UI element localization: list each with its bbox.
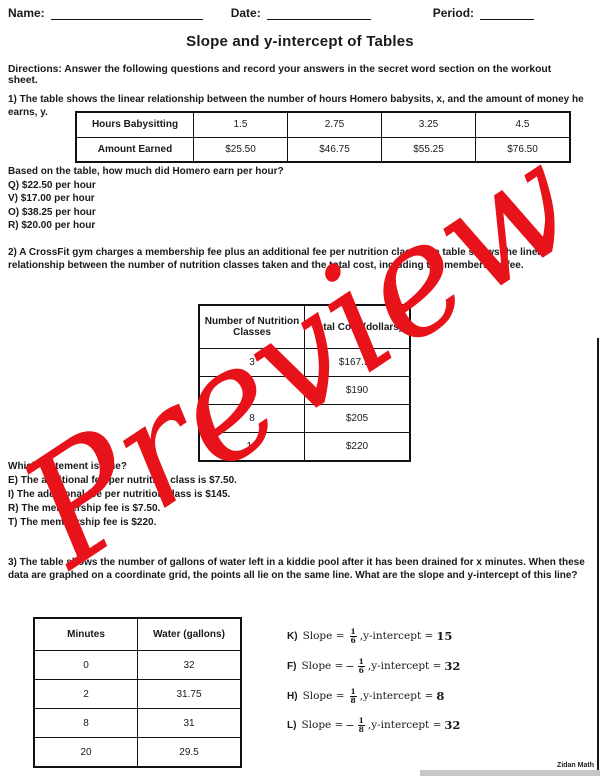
table-cell: 8 <box>33 708 138 738</box>
question-1-stem: Based on the table, how much did Homero … <box>8 166 284 177</box>
choice-letter: F) <box>287 660 297 672</box>
table-row: Amount Earned $25.50 $46.75 $55.25 $76.5… <box>75 136 571 163</box>
table-cell <box>198 376 305 405</box>
intercept-label: y-intercept = <box>363 630 434 643</box>
intercept-label: y-intercept = <box>363 690 434 703</box>
table-row: 20 29.5 <box>33 737 242 768</box>
table-row: 2 31.75 <box>33 679 242 709</box>
table-row: 0 32 <box>33 650 242 680</box>
intercept-value: 32 <box>444 659 461 674</box>
q3-choice-F[interactable]: F) Slope = −1 6, y-intercept = 32 <box>287 657 461 675</box>
slope-sign: − <box>345 659 355 673</box>
slope-label: Slope = <box>302 690 345 703</box>
q1-table: Hours Babysitting 1.5 2.75 3.25 4.5 Amou… <box>75 111 571 163</box>
choice-letter: L) <box>287 719 297 731</box>
q2-col-header: Number of Nutrition Classes <box>198 304 305 349</box>
table-row: 10 $220 <box>198 432 411 462</box>
q2-choice-I[interactable]: I) The additional fee per nutrition clas… <box>8 489 231 500</box>
table-row: 3 $167.50 <box>198 348 411 377</box>
period-blank-line[interactable] <box>480 6 535 20</box>
q3-table: Minutes Water (gallons) 0 32 2 31.75 8 3… <box>33 617 242 768</box>
period-label: Period: <box>432 6 475 20</box>
table-cell: $46.75 <box>287 136 382 163</box>
q1-choice-R[interactable]: R) $20.00 per hour <box>8 220 96 231</box>
q2-table: Number of Nutrition Classes Total Cost (… <box>198 304 411 462</box>
intercept-label: y-intercept = <box>371 660 442 673</box>
page-title: Slope and y-intercept of Tables <box>186 33 414 50</box>
table-cell: 32 <box>137 650 242 680</box>
choice-letter: K) <box>287 630 298 642</box>
date-label: Date: <box>230 6 261 20</box>
table-row: Number of Nutrition Classes Total Cost (… <box>198 304 411 349</box>
question-2-prompt: 2) A CrossFit gym charges a membership f… <box>8 247 547 272</box>
intercept-label: y-intercept = <box>371 719 442 732</box>
table-row: $190 <box>198 376 411 405</box>
table-cell: $76.50 <box>475 136 571 163</box>
table-cell: 10 <box>198 432 305 462</box>
table-row: 8 31 <box>33 708 242 738</box>
q1-row-label: Amount Earned <box>75 136 194 163</box>
slope-label: Slope = <box>301 719 344 732</box>
slope-label: Slope = <box>302 630 345 643</box>
slope-label: Slope = <box>301 660 344 673</box>
name-label: Name: <box>8 6 45 20</box>
table-cell: 2.75 <box>287 111 382 138</box>
table-row: Hours Babysitting 1.5 2.75 3.25 4.5 <box>75 111 571 138</box>
q1-choice-O[interactable]: O) $38.25 per hour <box>8 207 96 218</box>
header: Name: Date: Period: <box>8 6 560 20</box>
scan-edge-line <box>597 338 599 776</box>
table-cell: 3 <box>198 348 305 377</box>
q1-choice-Q[interactable]: Q) $22.50 per hour <box>8 180 96 191</box>
table-cell: 20 <box>33 737 138 768</box>
q3-col-header: Water (gallons) <box>137 617 242 651</box>
intercept-value: 15 <box>436 629 453 644</box>
q2-choice-E[interactable]: E) The additional fee per nutrition clas… <box>8 475 237 486</box>
table-row: 8 $205 <box>198 404 411 433</box>
q1-choice-V[interactable]: V) $17.00 per hour <box>8 193 95 204</box>
date-blank-line[interactable] <box>266 6 371 20</box>
slope-sign: − <box>345 718 355 732</box>
intercept-value: 8 <box>436 689 445 704</box>
q2-choice-R[interactable]: R) The membership fee is $7.50. <box>8 503 161 514</box>
table-cell: $190 <box>304 376 411 405</box>
choice-letter: H) <box>287 690 298 702</box>
q1-row-label: Hours Babysitting <box>75 111 194 138</box>
intercept-value: 32 <box>444 718 461 733</box>
table-cell: $205 <box>304 404 411 433</box>
scan-edge-shadow <box>420 770 600 776</box>
name-blank-line[interactable] <box>50 6 203 20</box>
table-cell: 0 <box>33 650 138 680</box>
table-cell: 2 <box>33 679 138 709</box>
question-2-stem: Which statement is true? <box>8 461 127 472</box>
table-row: Minutes Water (gallons) <box>33 617 242 651</box>
table-cell: 4.5 <box>475 111 571 138</box>
table-cell: 31 <box>137 708 242 738</box>
table-cell: 31.75 <box>137 679 242 709</box>
table-cell: $55.25 <box>381 136 476 163</box>
table-cell: 29.5 <box>137 737 242 768</box>
q3-choice-L[interactable]: L) Slope = −1 8, y-intercept = 32 <box>287 716 461 734</box>
q2-col-header: Total Cost (dollars) <box>304 304 411 349</box>
q3-col-header: Minutes <box>33 617 138 651</box>
table-cell: $167.50 <box>304 348 411 377</box>
table-cell: $220 <box>304 432 411 462</box>
table-cell: 8 <box>198 404 305 433</box>
table-cell: $25.50 <box>193 136 288 163</box>
credit-text: Zidan Math <box>557 762 594 769</box>
directions-text: Directions: Answer the following questio… <box>8 64 552 86</box>
table-cell: 1.5 <box>193 111 288 138</box>
q2-choice-T[interactable]: T) The membership fee is $220. <box>8 517 157 528</box>
question-1-prompt: 1) The table shows the linear relationsh… <box>8 94 584 119</box>
question-3-prompt: 3) The table shows the number of gallons… <box>8 557 585 582</box>
table-cell: 3.25 <box>381 111 476 138</box>
